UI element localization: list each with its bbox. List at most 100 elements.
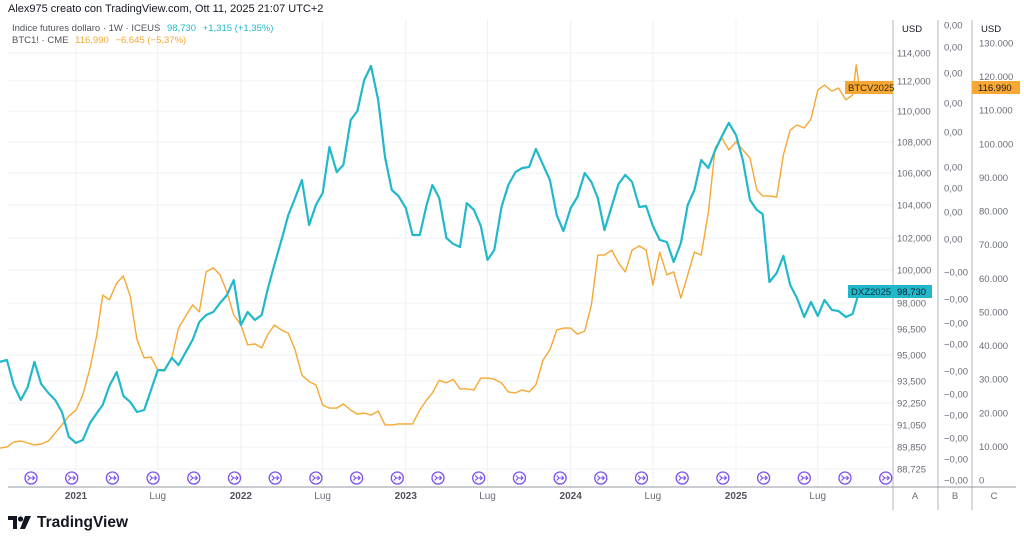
legend-dxy-name: Indice futures dollaro · 1W · ICEUS — [12, 23, 161, 34]
axis-c-tick: 100.000 — [979, 139, 1013, 150]
roll-arrow-circle-icon[interactable] — [472, 471, 486, 485]
axis-b-tick: −0,00 — [944, 390, 968, 401]
dxy-axis-price: 98,730 — [897, 287, 926, 298]
roll-arrow-circle-icon[interactable] — [187, 471, 201, 485]
dxy-price-label: DXZ2025 98,730 — [848, 285, 932, 298]
axis-b-tick: −0,00 — [944, 455, 968, 466]
axis-a-tick: 114,000 — [897, 49, 931, 60]
time-axis-label: Lug — [809, 491, 826, 502]
tradingview-logo[interactable]: TradingView — [8, 514, 128, 532]
btc-price-label: BTCV2025 116.990 — [845, 81, 1020, 94]
time-axis[interactable]: 2021 Lug 2022 Lug 2023 Lug 2024 Lug 2025 Lug — [65, 491, 826, 502]
grid — [8, 20, 893, 487]
roll-arrow-circle-icon[interactable] — [553, 471, 567, 485]
roll-arrow-circle-icon[interactable] — [227, 471, 242, 485]
axis-b-tick: −0,00 — [944, 411, 968, 422]
axis-b-tick: 0,00 — [944, 69, 963, 80]
axis-b-tick: 0,00 — [944, 99, 963, 110]
axis-a-tick: 88,725 — [897, 465, 926, 476]
chart-caption: Alex975 creato con TradingView.com, Ott … — [8, 3, 324, 15]
roll-arrow-circle-icon[interactable] — [268, 471, 282, 485]
axis-b-tick: −0,00 — [944, 340, 968, 351]
series-lines — [0, 64, 861, 449]
dxy-series-line — [0, 64, 861, 445]
axis-b-tick: −0,00 — [944, 295, 968, 306]
axis-a-tick: 93,500 — [897, 377, 926, 388]
tradingview-brand: TradingView — [37, 514, 129, 531]
axis-c-tick: 80.000 — [979, 207, 1008, 218]
axis-c-tick: 30.000 — [979, 375, 1008, 386]
price-axis-c[interactable]: 130.000 120.000 110.000 100.000 90.000 80.000… — [979, 39, 1013, 487]
axis-c-tick: 130.000 — [979, 39, 1013, 50]
axis-c-tick: 0 — [979, 476, 984, 487]
axis-a-tick: 95,000 — [897, 351, 926, 362]
axis-c-tick: 120.000 — [979, 72, 1013, 83]
btc-series-line — [0, 64, 860, 449]
axis-a-tick: 110,000 — [897, 107, 931, 118]
roll-arrow-circle-icon[interactable] — [797, 471, 811, 485]
roll-arrow-circle-icon[interactable] — [390, 471, 404, 485]
roll-arrow-circle-icon[interactable] — [838, 471, 852, 485]
axis-c-tick: 60.000 — [979, 274, 1008, 285]
axis-c-tick: 90.000 — [979, 173, 1008, 184]
axis-a-tick: 91,050 — [897, 421, 926, 432]
roll-arrow-circle-icon[interactable] — [756, 471, 771, 485]
roll-arrow-circle-icon[interactable] — [349, 471, 364, 485]
axis-a-tick: 92,250 — [897, 399, 926, 410]
time-axis-label: 2023 — [395, 491, 418, 502]
axis-b-tick: 0,00 — [944, 21, 963, 32]
roll-arrow-circle-icon[interactable] — [309, 471, 323, 485]
tradingview-logo-icon — [8, 516, 31, 529]
roll-arrow-circle-icon[interactable] — [594, 471, 608, 485]
roll-arrow-circle-icon[interactable] — [716, 471, 730, 485]
time-axis-label: Lug — [149, 491, 166, 502]
roll-arrow-circle-icon[interactable] — [879, 471, 893, 485]
price-axis-b[interactable]: 0,00 0,00 0,00 0,00 0,00 0,00 0,00 0,00 0,00 −0,0… — [944, 21, 968, 487]
axis-b-tick: 0,00 — [944, 128, 963, 139]
roll-arrow-circle-icon[interactable] — [675, 471, 689, 485]
roll-arrow-circle-icon[interactable] — [24, 471, 38, 485]
axis-c-tick: 10.000 — [979, 442, 1008, 453]
axis-a-tick: 100,000 — [897, 266, 931, 277]
axis-b-tick: −0,00 — [944, 434, 968, 445]
axis-a-tick: 89,850 — [897, 443, 926, 454]
axis-c-letter: C — [991, 491, 998, 502]
time-axis-label: Lug — [314, 491, 331, 502]
axis-a-tick: 102,000 — [897, 234, 931, 245]
roll-arrow-circle-icon[interactable] — [65, 471, 79, 485]
legend-dxy-change: +1,315 (+1,35%) — [202, 23, 274, 34]
axis-c-tick: 50.000 — [979, 307, 1008, 318]
time-axis-label: Lug — [645, 491, 662, 502]
axis-b-tick: 0,00 — [944, 235, 963, 246]
axis-b-tick: −0,00 — [944, 268, 968, 279]
axis-a-tick: 98,000 — [897, 299, 926, 310]
time-axis-label: Lug — [479, 491, 496, 502]
roll-arrow-circle-icon[interactable] — [634, 471, 649, 485]
roll-arrow-circle-icon[interactable] — [431, 471, 445, 485]
legend-btc[interactable]: BTC1! · CME 116.990 −6.645 (−5,37%) — [12, 35, 190, 46]
btc-axis-price: 116.990 — [978, 83, 1012, 94]
time-axis-label: 2025 — [725, 491, 748, 502]
dxy-symbol-label: DXZ2025 — [851, 287, 891, 298]
axis-c-tick: 20.000 — [979, 408, 1008, 419]
roll-arrow-circle-icon[interactable] — [146, 471, 160, 485]
axis-a-tick: 106,000 — [897, 169, 931, 180]
legend-btc-name: BTC1! · CME — [12, 35, 69, 46]
legend-dxy-price: 98,730 — [167, 23, 197, 34]
axis-c-unit: USD — [981, 24, 1001, 35]
legend-btc-price: 116.990 — [75, 35, 109, 46]
price-axis-a[interactable]: 114,000 112,000 110,000 108,000 106,000 104,0… — [897, 49, 931, 476]
time-axis-label: 2021 — [65, 491, 88, 502]
axis-b-letter: B — [952, 491, 958, 502]
roll-arrow-circle-icon[interactable] — [512, 471, 527, 485]
axis-c-tick: 40.000 — [979, 341, 1008, 352]
axis-a-tick: 104,000 — [897, 201, 931, 212]
axis-a-tick: 108,000 — [897, 138, 931, 149]
axis-c-tick: 110.000 — [979, 106, 1013, 117]
roll-arrow-circle-icon[interactable] — [105, 471, 120, 485]
legend-dxy[interactable]: Indice futures dollaro · 1W · ICEUS 98,7… — [12, 23, 277, 34]
axis-b-tick: −0,00 — [944, 367, 968, 378]
axis-b-tick: 0,00 — [944, 208, 963, 219]
axis-b-tick: −0,00 — [944, 476, 968, 487]
